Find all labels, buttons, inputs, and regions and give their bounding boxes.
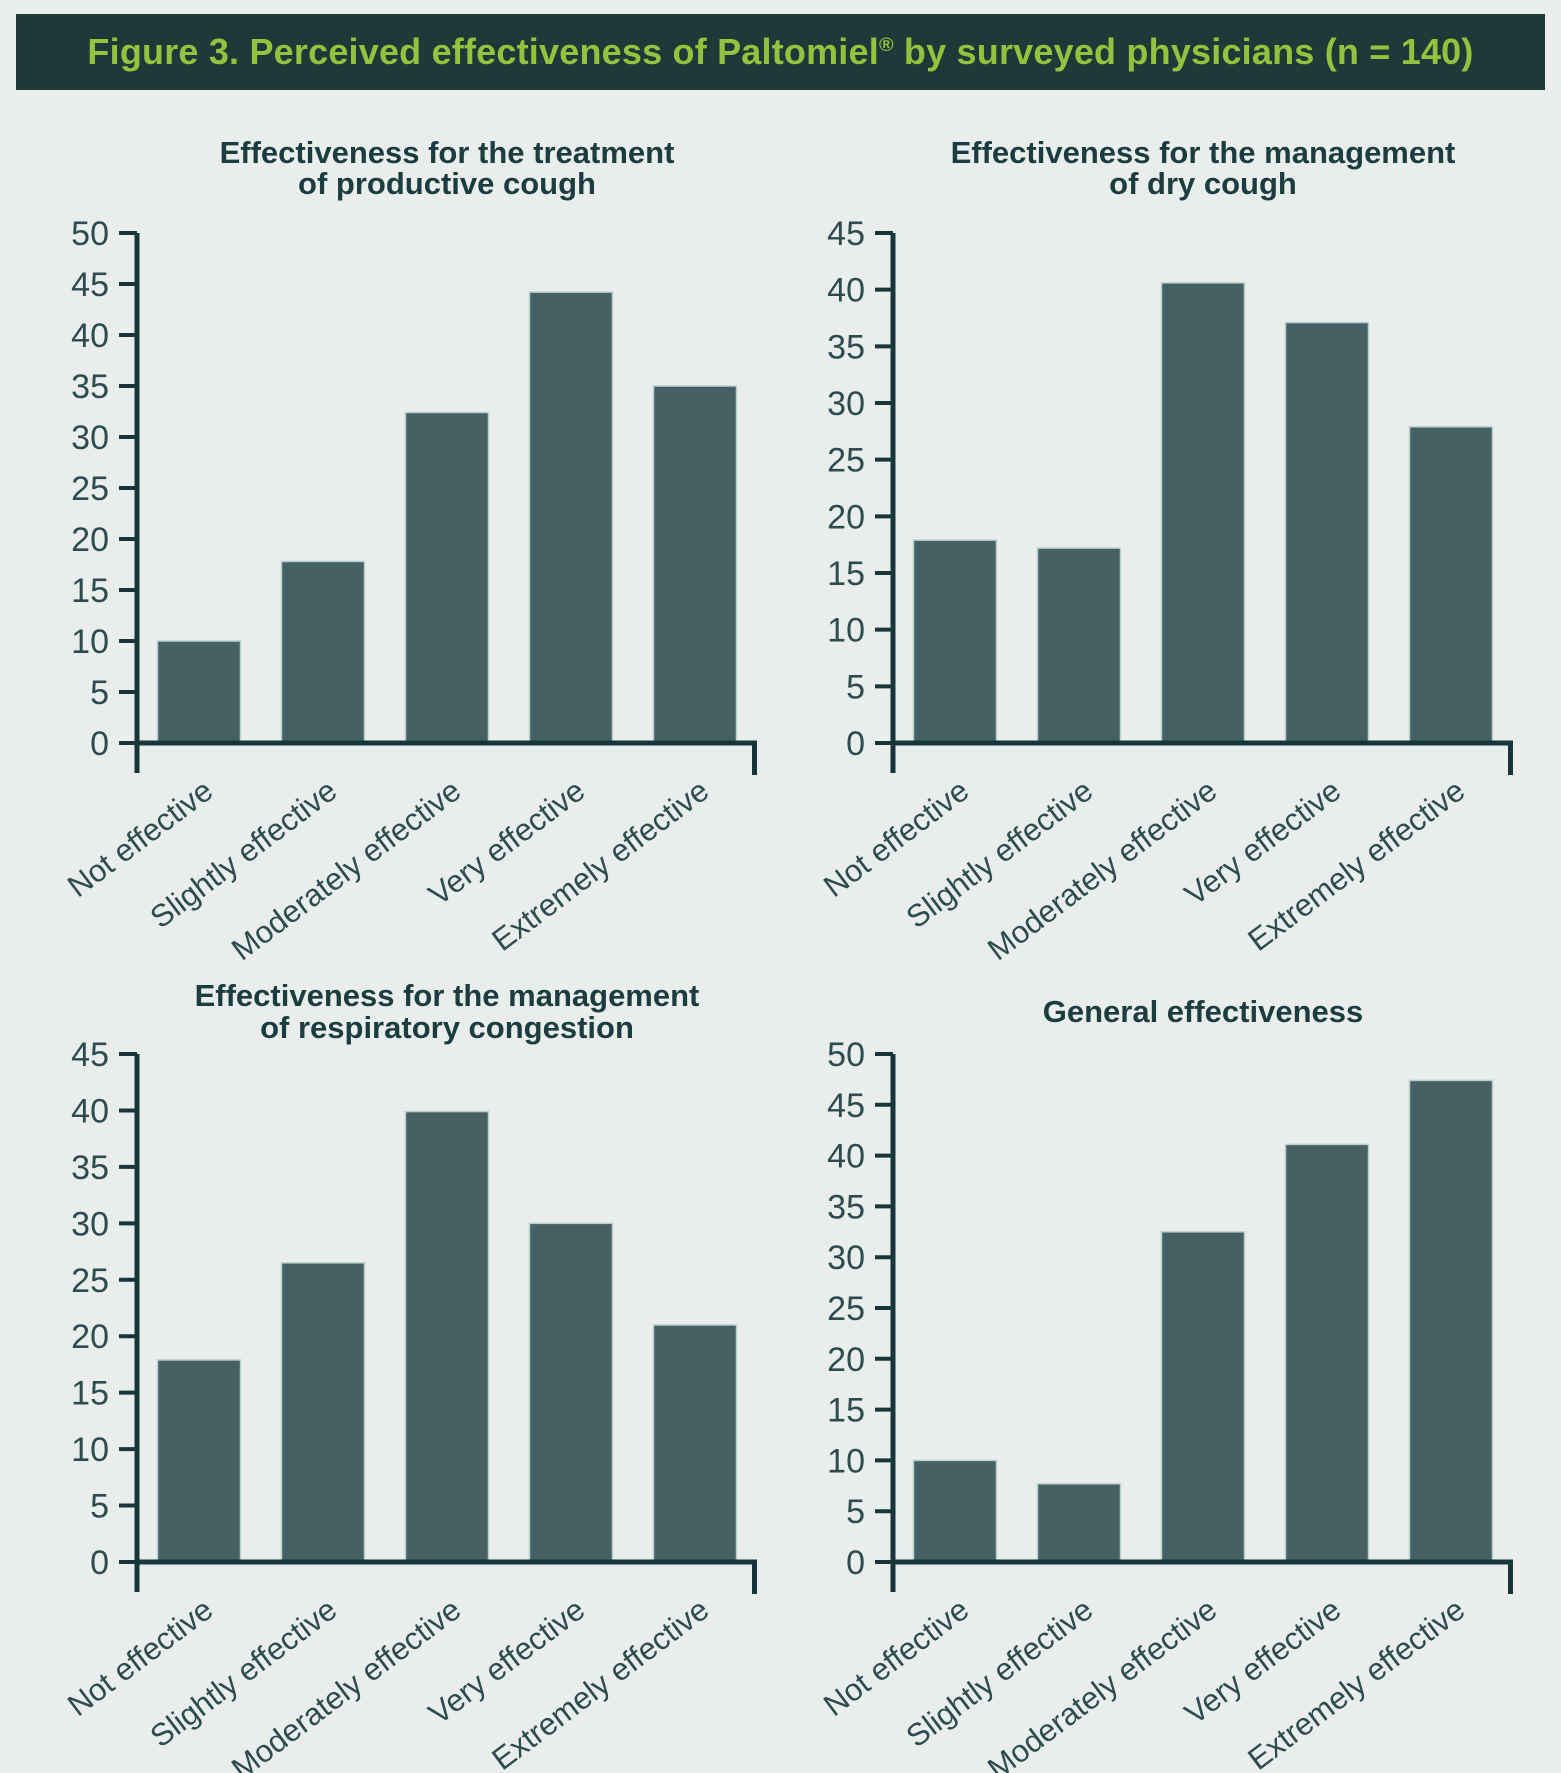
y-tick-label: 20 <box>71 521 109 559</box>
figure-title: Figure 3. Perceived effectiveness of Pal… <box>87 31 1473 73</box>
x-category-label-moderately-effective: Moderately effective <box>225 773 467 968</box>
y-tick-label: 0 <box>846 725 865 763</box>
bar-extremely-effective <box>652 1324 738 1563</box>
y-tick-label: 40 <box>71 1092 109 1130</box>
bar-very-effective <box>528 1222 614 1563</box>
y-tick-label: 5 <box>90 674 109 712</box>
x-category-label-extremely-effective: Extremely effective <box>485 1592 715 1773</box>
y-tick-label: 30 <box>827 1239 865 1277</box>
y-tick-label: 40 <box>71 317 109 355</box>
y-tick-label: 10 <box>71 623 109 661</box>
chart-general-effectiveness: General effectiveness 0 5 10 15 20 25 30 35 40 45 5… <box>817 994 1513 1773</box>
bar-moderately-effective <box>404 411 490 744</box>
x-category-label-extremely-effective: Extremely effective <box>485 773 715 958</box>
y-tick-label: 35 <box>71 1149 109 1187</box>
bar-moderately-effective <box>1160 1231 1246 1563</box>
chart-title-line: of respiratory congestion <box>260 1010 634 1045</box>
y-tick-label: 40 <box>827 1138 865 1176</box>
y-tick-label: 30 <box>71 1205 109 1243</box>
bar-extremely-effective <box>1408 1079 1494 1563</box>
y-tick-label: 45 <box>71 266 109 304</box>
y-tick-label: 20 <box>71 1318 109 1356</box>
y-tick-label: 0 <box>846 1544 865 1582</box>
y-tick-label: 20 <box>827 498 865 536</box>
chart-title-line: of productive cough <box>298 166 596 201</box>
y-tick-label: 45 <box>827 215 865 253</box>
y-tick-label: 20 <box>827 1341 865 1379</box>
y-tick-label: 15 <box>71 572 109 610</box>
chart-title-line: General effectiveness <box>1043 994 1364 1029</box>
y-tick-label: 0 <box>90 725 109 763</box>
y-tick-label: 15 <box>71 1375 109 1413</box>
bar-moderately-effective <box>1160 282 1246 744</box>
y-tick-label: 0 <box>90 1544 109 1582</box>
bar-slightly-effective <box>1036 1483 1122 1563</box>
y-tick-label: 15 <box>827 1392 865 1430</box>
chart-title-line: Effectiveness for the treatment <box>220 135 675 170</box>
y-tick-label: 25 <box>827 1290 865 1328</box>
y-tick-label: 25 <box>827 442 865 480</box>
y-tick-label: 45 <box>71 1036 109 1074</box>
y-tick-label: 5 <box>846 668 865 706</box>
y-tick-label: 25 <box>71 470 109 508</box>
y-tick-label: 45 <box>827 1087 865 1125</box>
y-tick-label: 10 <box>827 1442 865 1480</box>
bar-extremely-effective <box>652 385 738 744</box>
bar-very-effective <box>1284 1143 1370 1563</box>
y-tick-label: 5 <box>846 1493 865 1531</box>
registered-trademark-symbol: ® <box>878 34 894 56</box>
bar-not-effective <box>912 1459 998 1563</box>
y-tick-label: 35 <box>827 328 865 366</box>
y-tick-label: 50 <box>827 1036 865 1074</box>
y-tick-label: 30 <box>827 385 865 423</box>
chart-title-line: Effectiveness for the management <box>951 135 1456 170</box>
figure-title-bar: Figure 3. Perceived effectiveness of Pal… <box>16 14 1545 90</box>
x-category-label-moderately-effective: Moderately effective <box>981 773 1223 968</box>
x-category-label-moderately-effective: Moderately effective <box>981 1592 1223 1773</box>
bar-not-effective <box>156 1359 242 1563</box>
y-tick-label: 40 <box>827 272 865 310</box>
y-tick-label: 10 <box>71 1431 109 1469</box>
bar-not-effective <box>156 640 242 744</box>
y-tick-label: 30 <box>71 419 109 457</box>
y-tick-label: 25 <box>71 1262 109 1300</box>
y-tick-label: 50 <box>71 215 109 253</box>
y-tick-label: 35 <box>827 1188 865 1226</box>
bar-not-effective <box>912 539 998 744</box>
chart-title-line: Effectiveness for the management <box>195 978 700 1013</box>
y-tick-label: 10 <box>827 612 865 650</box>
x-category-label-moderately-effective: Moderately effective <box>225 1592 467 1773</box>
x-category-label-extremely-effective: Extremely effective <box>1241 1592 1471 1773</box>
figure-title-suffix: by surveyed physicians (n = 140) <box>893 31 1474 72</box>
bar-moderately-effective <box>404 1110 490 1563</box>
bar-very-effective <box>528 291 614 744</box>
bar-extremely-effective <box>1408 426 1494 744</box>
x-category-label-extremely-effective: Extremely effective <box>1241 773 1471 958</box>
figure-title-text: Figure 3. Perceived effectiveness of Pal… <box>87 31 879 72</box>
y-tick-label: 35 <box>71 368 109 406</box>
bar-slightly-effective <box>280 1262 366 1563</box>
chart-title-line: of dry cough <box>1109 166 1297 201</box>
bar-slightly-effective <box>1036 547 1122 744</box>
y-tick-label: 5 <box>90 1488 109 1526</box>
bar-slightly-effective <box>280 560 366 744</box>
y-tick-label: 15 <box>827 555 865 593</box>
bar-very-effective <box>1284 321 1370 744</box>
